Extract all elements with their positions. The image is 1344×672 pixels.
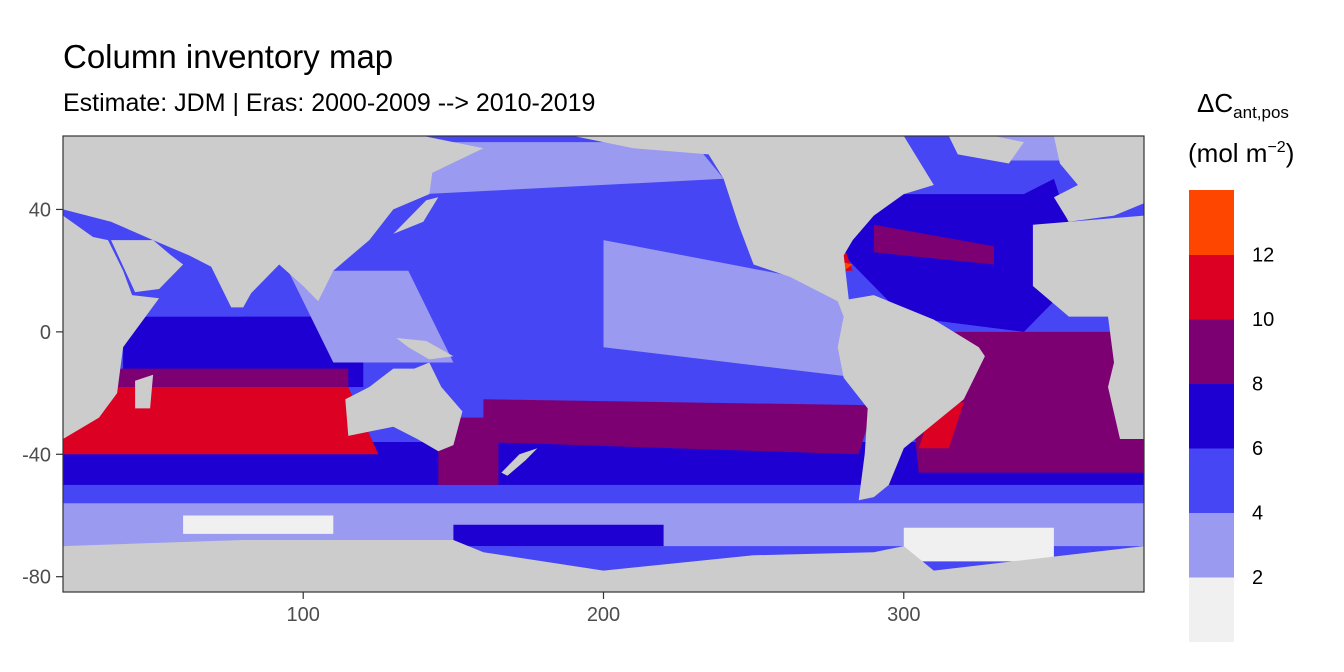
region-antarctic-shelf-min — [183, 515, 334, 534]
land-africa — [63, 215, 160, 439]
x-tick-label: 300 — [887, 604, 920, 626]
legend-title-units: (mol m−2) — [1188, 138, 1294, 168]
land-masses — [63, 136, 1144, 592]
x-tick-label: 100 — [287, 604, 320, 626]
legend-bin — [1189, 319, 1234, 384]
land-japan — [393, 197, 439, 234]
y-axis: 40 0 -40 -80 — [22, 199, 63, 589]
land-antarctica — [63, 540, 1144, 592]
land-arabia — [111, 240, 184, 293]
legend-bin — [1189, 383, 1234, 449]
legend-break-labels: 2 4 6 8 10 12 — [1252, 245, 1274, 590]
legend-break-label: 6 — [1252, 438, 1263, 460]
land-madagascar — [135, 374, 154, 409]
chart-title: Column inventory map — [63, 38, 394, 75]
map-panel — [62, 135, 1145, 593]
legend: ΔCant,pos (mol m−2) 2 4 6 8 10 12 — [1188, 88, 1294, 642]
region-ross-sea-band — [453, 524, 664, 547]
legend-break-label: 4 — [1252, 503, 1263, 525]
region-south-pacific-high — [483, 399, 874, 455]
legend-break-label: 2 — [1252, 567, 1263, 589]
region-east-pacific-low — [603, 240, 859, 378]
legend-break-label: 8 — [1252, 374, 1263, 396]
land-europe — [1053, 136, 1144, 222]
land-new-zealand — [501, 448, 538, 476]
y-tick-label: 40 — [29, 199, 51, 221]
region-north-atlantic-purple — [873, 224, 994, 265]
legend-bin — [1189, 254, 1234, 320]
land-south-america — [837, 295, 985, 501]
land-asia — [63, 136, 484, 302]
legend-title-main: ΔCant,pos — [1197, 88, 1289, 122]
land-africa-west — [1032, 215, 1144, 439]
land-new-guinea — [396, 338, 454, 360]
legend-colorbar — [1189, 190, 1234, 642]
legend-break-label: 10 — [1252, 309, 1274, 331]
chart-subtitle: Estimate: JDM | Eras: 2000-2009 --> 2010… — [63, 89, 596, 117]
land-greenland — [948, 136, 1024, 164]
legend-bin — [1189, 448, 1234, 513]
x-tick-label: 200 — [587, 604, 620, 626]
y-tick-label: 0 — [40, 322, 51, 344]
legend-bin — [1189, 577, 1234, 642]
region-indonesia — [288, 270, 454, 363]
y-tick-label: -40 — [22, 444, 51, 466]
legend-break-label: 12 — [1252, 245, 1274, 267]
land-north-america — [573, 136, 934, 308]
land-australia — [345, 362, 463, 452]
region-north-pacific-subpolar — [423, 142, 724, 195]
land-india — [207, 258, 268, 308]
legend-bin — [1189, 190, 1234, 255]
legend-bin — [1189, 512, 1234, 578]
region-weddell-min — [903, 527, 1054, 562]
x-axis: 100 200 300 — [287, 592, 920, 626]
y-tick-label: -80 — [22, 567, 51, 589]
